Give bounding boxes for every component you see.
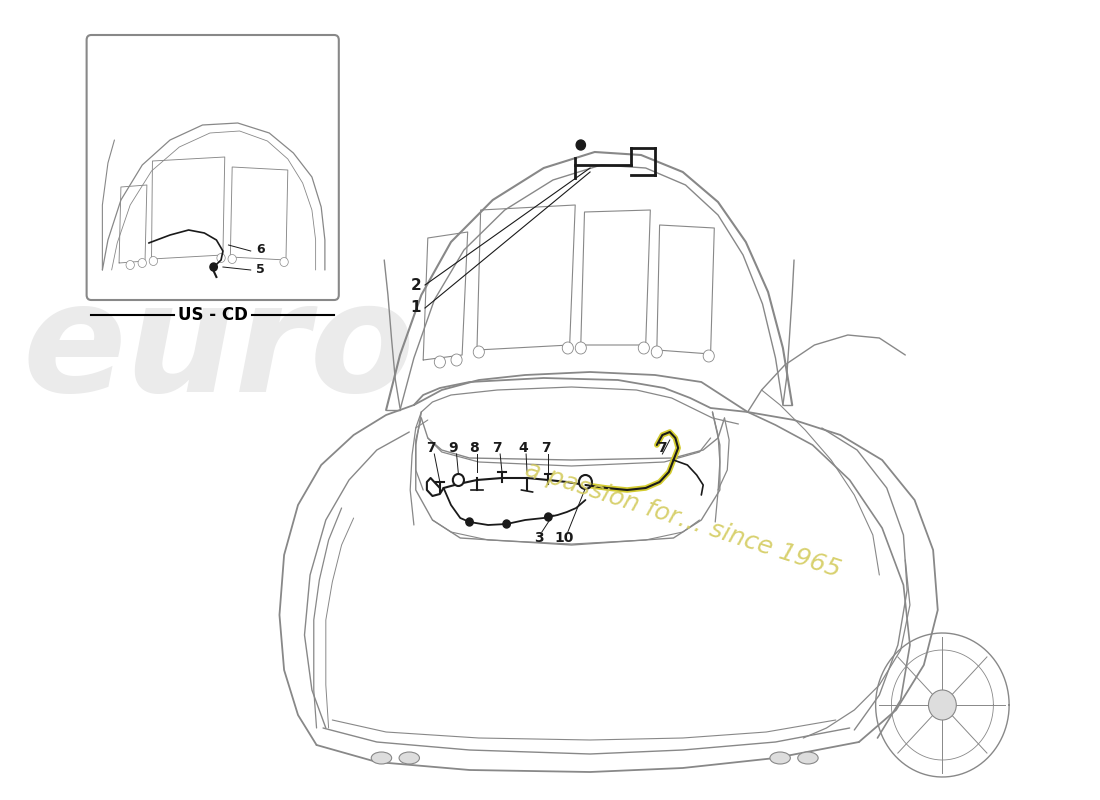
Circle shape <box>210 263 218 271</box>
Text: 7: 7 <box>426 441 436 455</box>
Circle shape <box>217 254 226 262</box>
Circle shape <box>928 690 956 720</box>
Circle shape <box>150 257 157 266</box>
FancyBboxPatch shape <box>87 35 339 300</box>
Ellipse shape <box>372 752 392 764</box>
Circle shape <box>465 518 473 526</box>
Text: 8: 8 <box>470 441 478 455</box>
Text: 10: 10 <box>554 531 574 545</box>
Text: US - CD: US - CD <box>178 306 248 324</box>
Circle shape <box>473 346 484 358</box>
Text: 1: 1 <box>410 301 421 315</box>
Circle shape <box>576 140 585 150</box>
Ellipse shape <box>798 752 818 764</box>
Circle shape <box>451 354 462 366</box>
Circle shape <box>579 475 592 489</box>
Text: 2: 2 <box>410 278 421 293</box>
Text: 5: 5 <box>256 263 265 276</box>
Text: 9: 9 <box>448 441 458 455</box>
Circle shape <box>434 356 446 368</box>
Circle shape <box>453 474 464 486</box>
Circle shape <box>638 342 649 354</box>
Text: a passion for… since 1965: a passion for… since 1965 <box>521 458 844 582</box>
Circle shape <box>139 258 146 267</box>
Text: 7: 7 <box>493 441 503 455</box>
Circle shape <box>651 346 662 358</box>
Text: 6: 6 <box>256 243 265 256</box>
Text: euro: euro <box>23 275 416 425</box>
Circle shape <box>279 258 288 266</box>
Text: 7: 7 <box>658 441 668 455</box>
Ellipse shape <box>399 752 419 764</box>
Circle shape <box>228 254 236 263</box>
Circle shape <box>575 342 586 354</box>
Text: 4: 4 <box>518 441 528 455</box>
Text: 3: 3 <box>535 531 543 545</box>
Text: 7: 7 <box>541 441 550 455</box>
Circle shape <box>544 513 552 521</box>
Circle shape <box>126 261 134 270</box>
Ellipse shape <box>770 752 790 764</box>
Circle shape <box>503 520 510 528</box>
Circle shape <box>562 342 573 354</box>
Circle shape <box>703 350 714 362</box>
